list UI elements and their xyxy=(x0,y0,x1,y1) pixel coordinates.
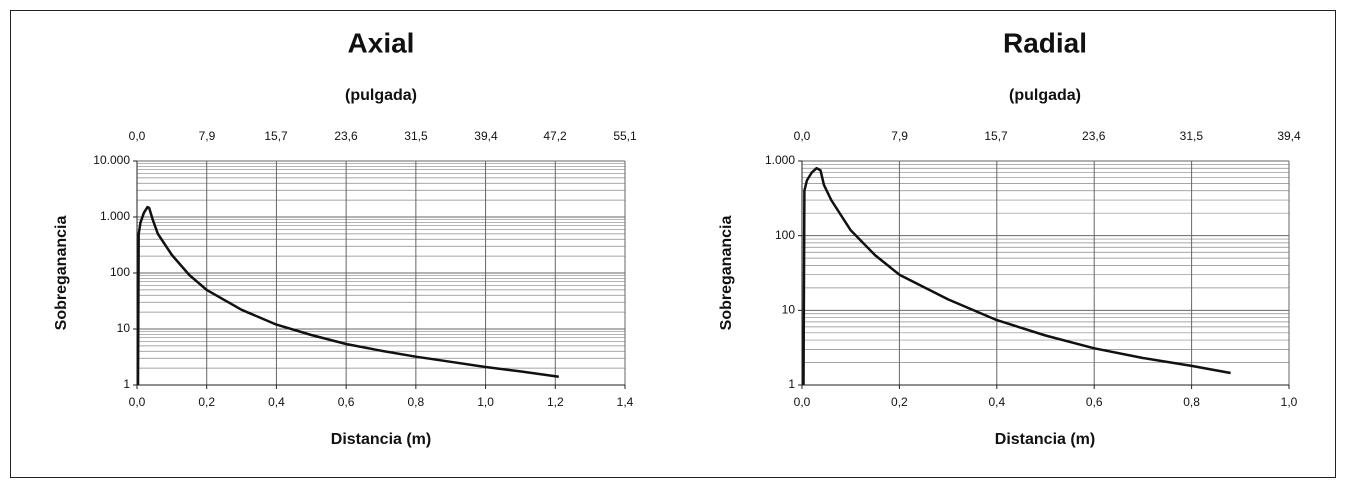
y-tick-label: 10 xyxy=(117,321,131,335)
x-tick-label: 0,6 xyxy=(1086,395,1103,409)
x-tick-label: 1,4 xyxy=(617,395,634,409)
x-axis-label: Distancia (m) xyxy=(995,431,1095,448)
x2-axis-label: (pulgada) xyxy=(1009,87,1081,104)
x2-tick-label: 39,4 xyxy=(474,129,498,143)
chart-title: Axial xyxy=(348,27,415,58)
x2-tick-label: 0,0 xyxy=(794,129,811,143)
x2-tick-label: 23,6 xyxy=(1082,129,1106,143)
y-tick-label: 100 xyxy=(775,228,795,242)
x2-tick-label: 0,0 xyxy=(129,129,146,143)
x-tick-label: 0,6 xyxy=(338,395,355,409)
data-line xyxy=(136,205,559,386)
x2-tick-label: 15,7 xyxy=(264,129,288,143)
frame xyxy=(10,10,1336,478)
y-axis-label: Sobreganancia xyxy=(53,216,70,331)
x2-tick-label: 31,5 xyxy=(404,129,428,143)
y-tick-label: 1.000 xyxy=(765,153,795,167)
x-tick-label: 0,0 xyxy=(794,395,811,409)
x2-axis-label: (pulgada) xyxy=(345,87,417,104)
x-tick-label: 1,0 xyxy=(477,395,494,409)
x-tick-label: 0,0 xyxy=(129,395,146,409)
x-tick-label: 0,8 xyxy=(408,395,425,409)
x-tick-label: 0,8 xyxy=(1183,395,1200,409)
x2-tick-label: 15,7 xyxy=(984,129,1008,143)
x-tick-label: 0,4 xyxy=(988,395,1005,409)
x-tick-label: 0,2 xyxy=(198,395,215,409)
y-tick-label: 1 xyxy=(123,377,130,391)
x2-tick-label: 23,6 xyxy=(334,129,358,143)
x-tick-label: 1,2 xyxy=(547,395,564,409)
x2-tick-label: 47,2 xyxy=(543,129,567,143)
y-axis-label: Sobreganancia xyxy=(718,216,735,331)
y-tick-label: 1.000 xyxy=(100,209,130,223)
data-line xyxy=(802,166,1231,386)
x2-tick-label: 55,1 xyxy=(613,129,637,143)
x-tick-label: 0,2 xyxy=(891,395,908,409)
chart-title: Radial xyxy=(1003,27,1087,58)
y-tick-label: 1 xyxy=(788,377,795,391)
y-tick-label: 10.000 xyxy=(93,153,130,167)
x-tick-label: 0,4 xyxy=(268,395,285,409)
x2-tick-label: 7,9 xyxy=(891,129,908,143)
x-axis-label: Distancia (m) xyxy=(331,431,431,448)
x-tick-label: 1,0 xyxy=(1281,395,1298,409)
y-tick-label: 10 xyxy=(782,303,796,317)
x2-tick-label: 39,4 xyxy=(1277,129,1301,143)
x2-tick-label: 7,9 xyxy=(199,129,216,143)
x2-tick-label: 31,5 xyxy=(1180,129,1204,143)
y-tick-label: 100 xyxy=(110,265,130,279)
